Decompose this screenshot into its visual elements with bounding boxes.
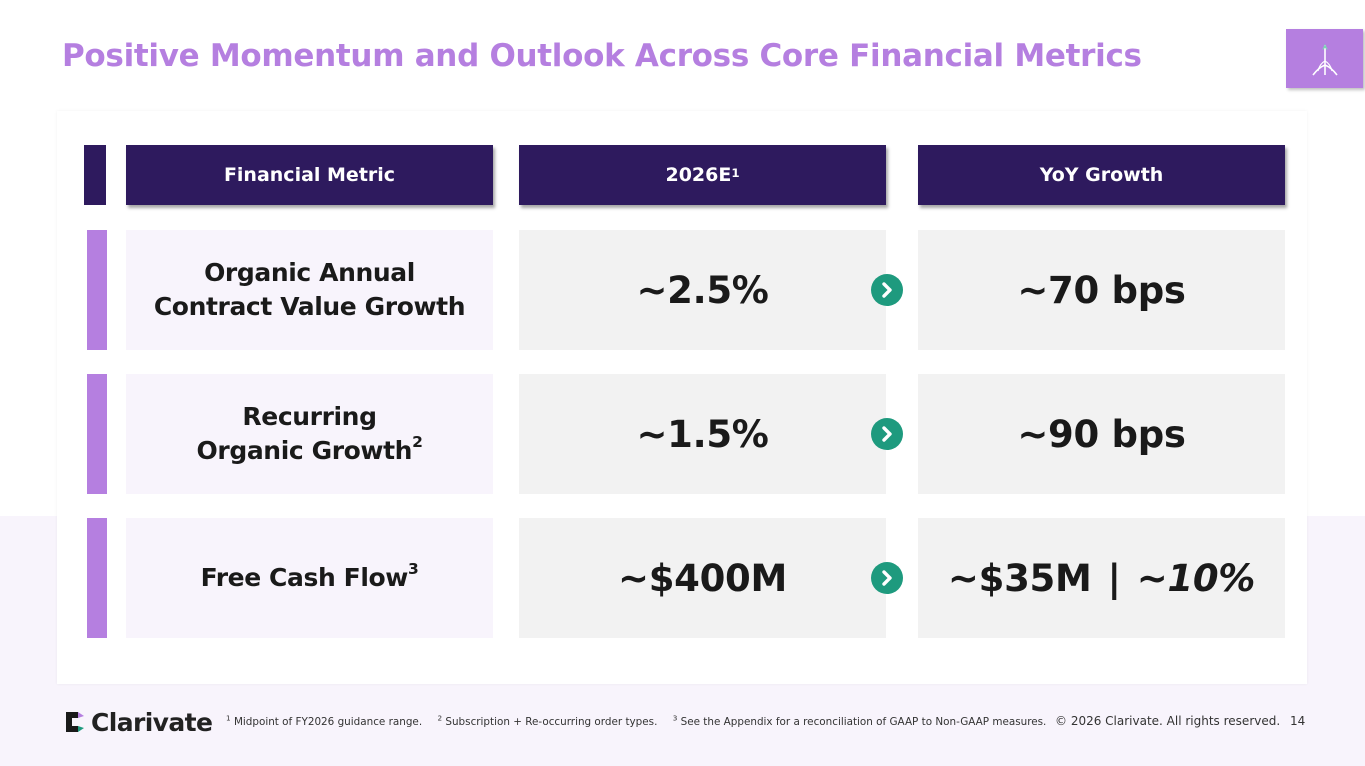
- header-stub: [84, 145, 106, 205]
- growth-separator: |: [1107, 556, 1121, 600]
- metric-cell-free-cash-flow: Free Cash Flow3: [126, 518, 493, 638]
- growth-value: ~70 bps: [918, 230, 1285, 350]
- metric-label: Recurring Organic Growth2: [197, 400, 423, 468]
- sprout-icon: [1312, 44, 1338, 76]
- corner-logo: [1286, 29, 1363, 88]
- metric-cell-recurring-organic: Recurring Organic Growth2: [126, 374, 493, 494]
- footnote-2-text: Subscription + Re-occurring order types.: [445, 716, 658, 728]
- clarivate-logo-icon: [66, 712, 84, 732]
- growth-arrow: [871, 418, 903, 450]
- footnote-2: 2 Subscription + Re-occurring order type…: [437, 713, 663, 728]
- estimate-value: ~$400M: [519, 518, 886, 638]
- page-number: 14: [1290, 714, 1306, 728]
- row-accent-bar: [87, 518, 107, 638]
- header-financial-metric-label: Financial Metric: [223, 164, 396, 186]
- brand-name: Clarivate: [91, 707, 213, 737]
- metric-label: Free Cash Flow3: [201, 561, 419, 595]
- chevron-right-icon: [882, 570, 892, 586]
- metric-label: Organic Annual Contract Value Growth: [153, 256, 466, 324]
- estimate-value: ~1.5%: [519, 374, 886, 494]
- estimate-value: ~2.5%: [519, 230, 886, 350]
- row-accent-bar: [87, 230, 107, 350]
- footnote-1-marker: 1: [226, 713, 231, 723]
- brand-logo: Clarivate: [62, 707, 213, 737]
- growth-percent: 10%: [1167, 556, 1256, 600]
- metric-label-line1: Free Cash Flow: [200, 563, 409, 592]
- growth-value: ~90 bps: [918, 374, 1285, 494]
- header-yoy-growth: YoY Growth: [918, 145, 1285, 205]
- header-yoy-growth-label: YoY Growth: [1039, 164, 1164, 186]
- header-2026e: 2026E 1: [519, 145, 886, 205]
- footnote-3-marker: 3: [672, 713, 678, 723]
- row-accent-bar: [87, 374, 107, 494]
- metric-label-line2: Contract Value Growth: [153, 292, 466, 321]
- growth-arrow: [871, 562, 903, 594]
- header-2026e-label: 2026E: [665, 164, 732, 186]
- chevron-right-icon: [882, 426, 892, 442]
- growth-arrow: [871, 274, 903, 306]
- metric-label-line1: Recurring: [242, 402, 377, 431]
- footnotes: 1 Midpoint of FY2026 guidance range. 2 S…: [226, 713, 1058, 728]
- metric-footnote: 2: [412, 433, 423, 452]
- chevron-right-icon: [882, 282, 892, 298]
- footnote-3-text: See the Appendix for a reconciliation of…: [680, 716, 1047, 728]
- metric-label-line2: Organic Growth: [196, 436, 413, 465]
- footnote-1: 1 Midpoint of FY2026 guidance range.: [226, 713, 428, 728]
- copyright: © 2026 Clarivate. All rights reserved.: [1055, 714, 1281, 728]
- footnote-2-marker: 2: [437, 713, 443, 723]
- page-title: Positive Momentum and Outlook Across Cor…: [62, 38, 1142, 74]
- growth-value: ~$35M | ~10%: [918, 518, 1285, 638]
- metric-footnote: 3: [407, 560, 419, 579]
- growth-percent-prefix: ~: [1136, 556, 1168, 600]
- growth-amount: ~$35M: [947, 556, 1092, 600]
- footnote-3: 3 See the Appendix for a reconciliation …: [672, 713, 1053, 728]
- header-financial-metric: Financial Metric: [126, 145, 493, 205]
- metric-cell-organic-acv: Organic Annual Contract Value Growth: [126, 230, 493, 350]
- metric-label-line1: Organic Annual: [204, 258, 415, 287]
- footnote-1-text: Midpoint of FY2026 guidance range.: [233, 716, 423, 728]
